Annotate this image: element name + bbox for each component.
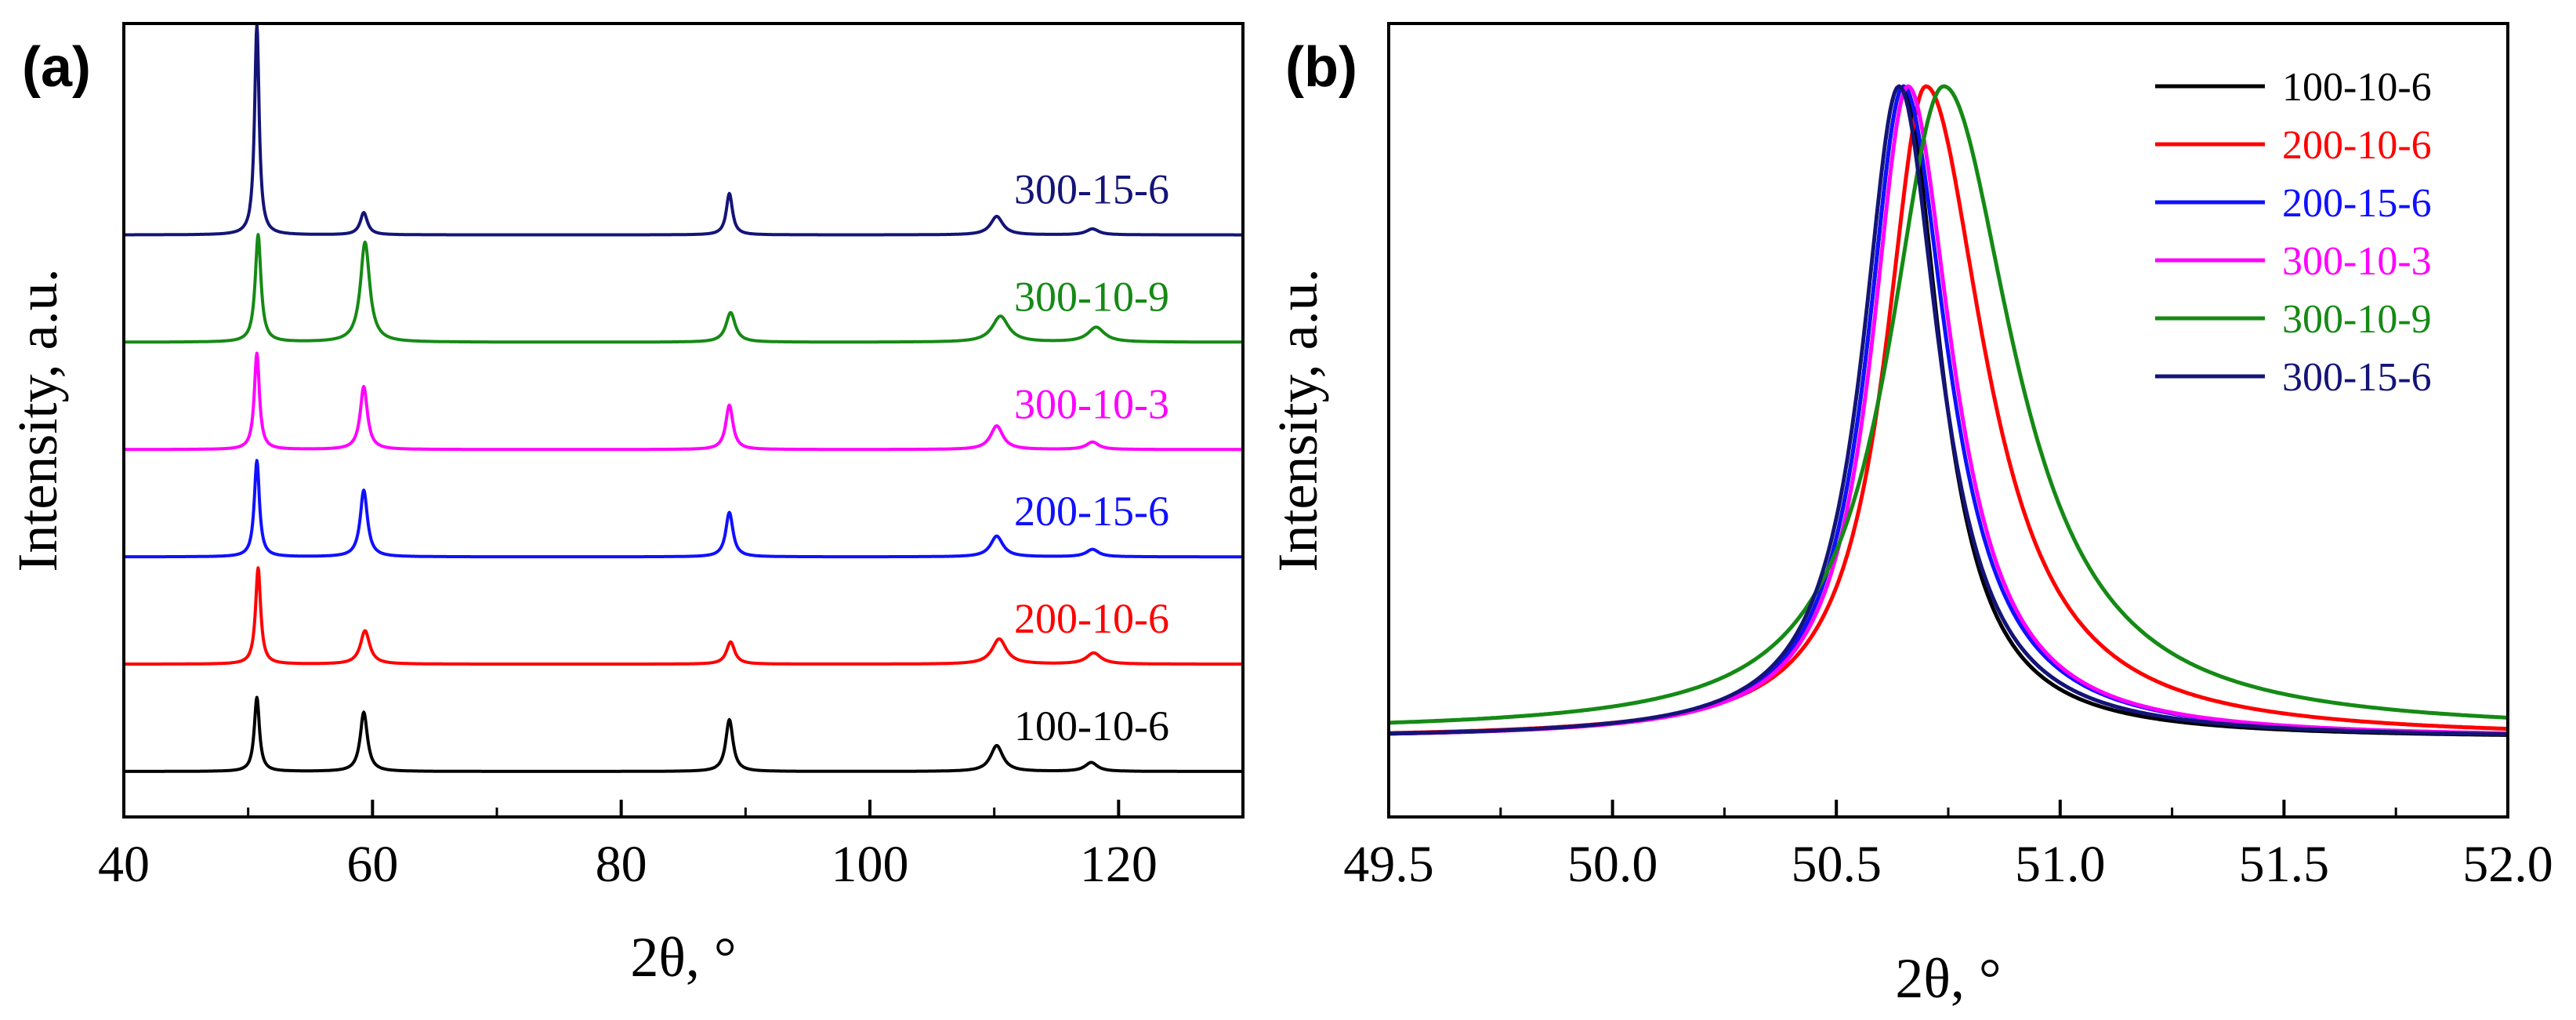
legend-item-100-10-6: 100-10-6 (2155, 65, 2432, 110)
panel-a-series-label: 100-10-6 (1014, 702, 1169, 750)
panel-a-y-axis-title: Intensity, a.u. (6, 268, 69, 572)
panel-a-x-tick-label: 100 (831, 836, 909, 893)
panel-a-x-tick-label: 80 (596, 836, 647, 893)
panel-b-x-ticks: 49.5 50.0 50.5 51.0 51.5 52.0 (1343, 800, 2553, 893)
legend-item-200-10-6: 200-10-6 (2155, 123, 2432, 168)
panel-a-series-label: 300-10-3 (1014, 380, 1169, 427)
panel-b-x-axis-title: 2θ, ° (1895, 947, 2001, 1010)
legend-label: 200-15-6 (2282, 181, 2432, 226)
panel-a-x-ticks: 40 60 80 100 120 (98, 800, 1158, 893)
legend-item-200-15-6: 200-15-6 (2155, 181, 2432, 226)
legend-label: 300-10-9 (2282, 297, 2432, 342)
legend-item-300-15-6: 300-15-6 (2155, 355, 2432, 400)
panel-b-x-tick-label: 49.5 (1343, 836, 1434, 893)
legend-label: 300-15-6 (2282, 355, 2432, 400)
panel-a-series-300-10-9 (122, 233, 1245, 344)
legend-item-300-10-9: 300-10-9 (2155, 297, 2432, 342)
panel-b-x-tick-label: 50.0 (1567, 836, 1658, 893)
panel-a-series-200-15-6 (122, 459, 1245, 559)
panel-b-series-300-15-6 (1389, 84, 2508, 737)
panel-a-series-300-10-3 (122, 351, 1245, 452)
panel-a-x-tick-label: 120 (1080, 836, 1158, 893)
panel-a-series-100-10-6 (122, 695, 1245, 773)
panel-b-legend: 100-10-6 200-10-6 200-15-6 300-10-3 300-10-9… (2155, 65, 2432, 400)
panel-a-x-tick-label: 60 (346, 836, 398, 893)
panel-b-x-tick-label: 51.5 (2239, 836, 2330, 893)
panel-a: (a) 100-10-6 200-10-6 200-15-6 300-10-3 300-… (6, 22, 1245, 989)
panel-a-series-label: 200-15-6 (1014, 488, 1169, 535)
panel-a-series-300-15-6 (122, 22, 1245, 237)
panel-b-x-tick-label: 51.0 (2015, 836, 2106, 893)
panel-a-x-axis-title: 2θ, ° (630, 926, 736, 989)
panel-a-series-200-10-6 (122, 566, 1245, 666)
panel-a-series-label: 200-10-6 (1014, 595, 1169, 642)
panel-b-series-300-10-9 (1388, 84, 2509, 725)
panel-b-label: (b) (1285, 36, 1357, 99)
legend-label: 200-10-6 (2282, 123, 2432, 168)
panel-b-x-tick-label: 52.0 (2462, 836, 2553, 893)
legend-label: 300-10-3 (2282, 239, 2432, 284)
legend-item-300-10-3: 300-10-3 (2155, 239, 2432, 284)
panel-a-label: (a) (22, 36, 91, 99)
panel-a-axes-frame (122, 22, 1245, 819)
panel-a-plot-area: 100-10-6 200-10-6 200-15-6 300-10-3 300-10-9… (122, 22, 1245, 773)
panel-b-x-tick-label: 50.5 (1791, 836, 1882, 893)
panel-a-series-label: 300-10-9 (1014, 273, 1169, 320)
panel-a-x-tick-label: 40 (98, 836, 150, 893)
panel-b-y-axis-title: Intensity, a.u. (1266, 268, 1329, 572)
panel-b: (b) 49.5 50.0 50.5 51.0 51.5 52.0 100-10-6 200… (1266, 22, 2553, 1010)
panel-a-series-label: 300-15-6 (1014, 166, 1169, 213)
panel-b-plot-area (1388, 84, 2509, 737)
legend-label: 100-10-6 (2282, 65, 2432, 110)
